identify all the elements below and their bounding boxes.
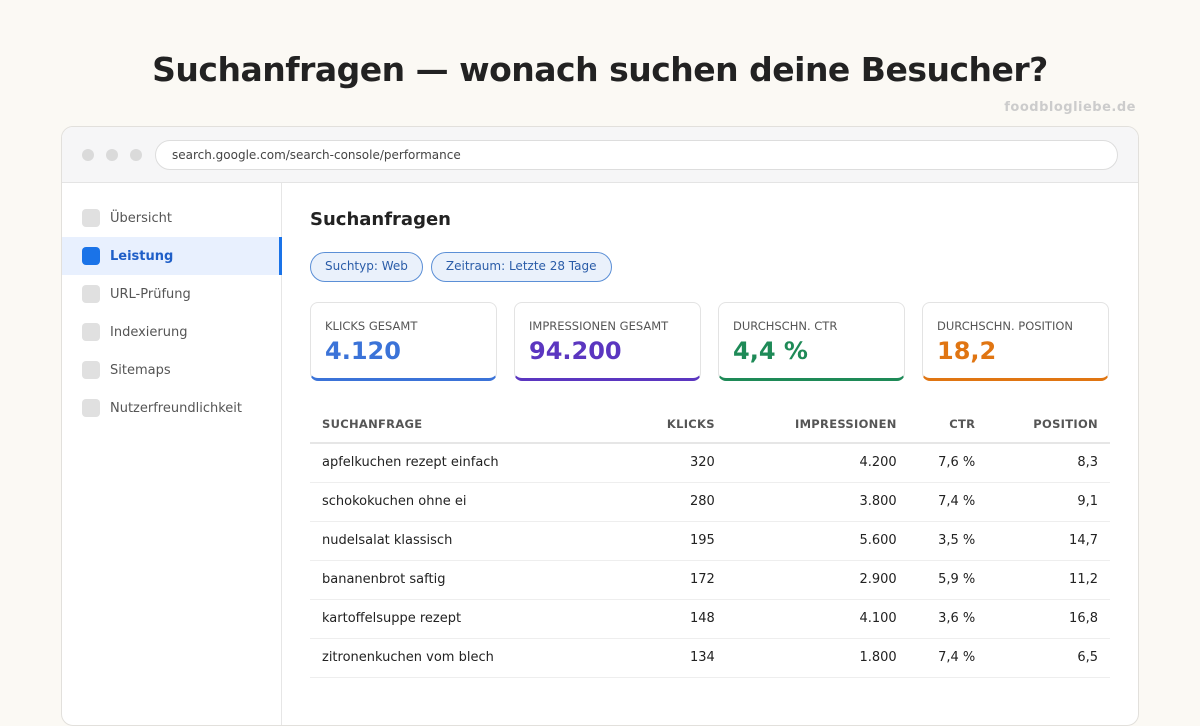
queries-table: SUCHANFRAGE KLICKS IMPRESSIONEN CTR POSITION… <box>310 405 1110 678</box>
table-cell: schokokuchen ohne ei <box>310 482 631 522</box>
table-row[interactable]: apfelkuchen rezept einfach 320 4.200 7,6 % 8… <box>310 443 1110 483</box>
sidebar-item-label: URL-Prüfung <box>110 286 191 302</box>
filter-chip-zeitraum[interactable]: Zeitraum: Letzte 28 Tage <box>430 252 612 282</box>
column-header[interactable]: POSITION <box>987 405 1110 444</box>
table-row[interactable]: zitronenkuchen vom blech 134 1.800 7,4 % 6,5 <box>310 638 1110 678</box>
table-cell: 280 <box>630 482 727 522</box>
column-header[interactable]: KLICKS <box>630 405 727 444</box>
nav-icon <box>82 209 100 227</box>
sidebar-item-leistung[interactable]: Leistung <box>62 237 282 275</box>
table-cell: zitronenkuchen vom blech <box>310 638 631 678</box>
column-header[interactable]: CTR <box>908 405 988 444</box>
sidebar: Übersicht Leistung URL-Prüfung Indexieru… <box>62 183 282 725</box>
metric-value: 94.200 <box>529 337 622 365</box>
table-cell: 9,1 <box>987 482 1110 522</box>
table-cell: nudelsalat klassisch <box>310 521 631 561</box>
sidebar-item-sitemaps[interactable]: Sitemaps <box>62 351 281 389</box>
table-cell: 7,4 % <box>908 482 988 522</box>
table-cell: 134 <box>630 638 727 678</box>
table-cell: 320 <box>630 443 727 483</box>
table-cell: kartoffelsuppe rezept <box>310 599 631 639</box>
table-cell: 4.200 <box>726 443 909 483</box>
metric-label: IMPRESSIONEN GESAMT <box>529 319 669 333</box>
metric-value: 4.120 <box>325 337 401 365</box>
sidebar-item-label: Übersicht <box>110 210 172 226</box>
table-cell: 148 <box>630 599 727 639</box>
sidebar-item-url-pruefung[interactable]: URL-Prüfung <box>62 275 281 313</box>
table-row[interactable]: schokokuchen ohne ei 280 3.800 7,4 % 9,1 <box>310 482 1110 522</box>
nav-icon <box>82 247 100 265</box>
table-cell: 7,4 % <box>908 638 988 678</box>
metric-card[interactable]: DURCHSCHN. CTR 4,4 % <box>718 302 905 381</box>
column-header[interactable]: SUCHANFRAGE <box>310 405 631 444</box>
metric-label: DURCHSCHN. POSITION <box>937 319 1074 333</box>
metric-value: 18,2 <box>937 337 997 365</box>
column-header[interactable]: IMPRESSIONEN <box>726 405 909 444</box>
metric-value: 4,4 % <box>733 337 808 365</box>
metric-card[interactable]: KLICKS GESAMT 4.120 <box>310 302 497 381</box>
table-cell: 4.100 <box>726 599 909 639</box>
metric-card[interactable]: IMPRESSIONEN GESAMT 94.200 <box>514 302 701 381</box>
sidebar-item-nutzerfreundlichkeit[interactable]: Nutzerfreundlichkeit <box>62 389 281 427</box>
table-cell: 6,5 <box>987 638 1110 678</box>
table-cell: 7,6 % <box>908 443 988 483</box>
nav-icon <box>82 399 100 417</box>
table-cell: 14,7 <box>987 521 1110 561</box>
filter-chip-suchtyp[interactable]: Suchtyp: Web <box>310 252 423 282</box>
table-row[interactable]: bananenbrot saftig 172 2.900 5,9 % 11,2 <box>310 560 1110 600</box>
metric-label: DURCHSCHN. CTR <box>733 319 838 333</box>
metric-card[interactable]: DURCHSCHN. POSITION 18,2 <box>922 302 1109 381</box>
table-cell: 172 <box>630 560 727 600</box>
table-cell: bananenbrot saftig <box>310 560 631 600</box>
browser-window: search.google.com/search-console/perform… <box>61 126 1139 726</box>
nav-icon <box>82 323 100 341</box>
nav-icon <box>82 285 100 303</box>
address-bar[interactable]: search.google.com/search-console/perform… <box>155 140 1118 170</box>
table-cell: 8,3 <box>987 443 1110 483</box>
window-dot-icon <box>106 149 118 161</box>
page-title: Suchanfragen <box>310 209 451 230</box>
browser-titlebar: search.google.com/search-console/perform… <box>62 127 1138 183</box>
table-row[interactable]: kartoffelsuppe rezept 148 4.100 3,6 % 16,8 <box>310 599 1110 639</box>
table-cell: 5.600 <box>726 521 909 561</box>
table-cell: 11,2 <box>987 560 1110 600</box>
sidebar-item-uebersicht[interactable]: Übersicht <box>62 199 281 237</box>
table-cell: apfelkuchen rezept einfach <box>310 443 631 483</box>
watermark: foodblogliebe.de <box>1004 100 1136 115</box>
sidebar-item-indexierung[interactable]: Indexierung <box>62 313 281 351</box>
sidebar-item-label: Nutzerfreundlichkeit <box>110 400 242 416</box>
sidebar-item-label: Sitemaps <box>110 362 171 378</box>
metric-label: KLICKS GESAMT <box>325 319 418 333</box>
window-dot-icon <box>82 149 94 161</box>
nav-icon <box>82 361 100 379</box>
sidebar-item-label: Leistung <box>110 248 174 264</box>
table-cell: 3.800 <box>726 482 909 522</box>
table-row[interactable]: nudelsalat klassisch 195 5.600 3,5 % 14,7 <box>310 521 1110 561</box>
sidebar-item-label: Indexierung <box>110 324 188 340</box>
headline: Suchanfragen — wonach suchen deine Besuc… <box>152 50 1048 89</box>
table-cell: 3,5 % <box>908 521 988 561</box>
table-cell: 1.800 <box>726 638 909 678</box>
table-cell: 3,6 % <box>908 599 988 639</box>
window-dot-icon <box>130 149 142 161</box>
table-cell: 195 <box>630 521 727 561</box>
table-cell: 2.900 <box>726 560 909 600</box>
table-cell: 16,8 <box>987 599 1110 639</box>
table-cell: 5,9 % <box>908 560 988 600</box>
